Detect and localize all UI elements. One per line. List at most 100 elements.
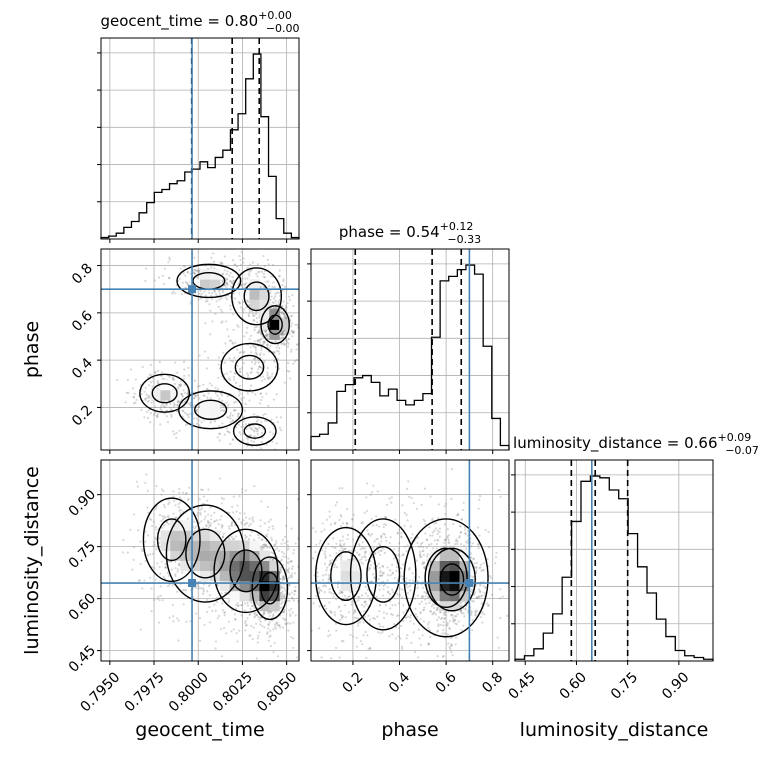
sample-point [185,281,188,285]
sample-point [287,338,290,341]
sample-point [243,409,246,412]
sample-point [158,513,161,517]
sample-point [373,540,376,543]
sample-point [216,436,219,439]
sample-point [227,537,230,540]
sample-point [280,606,283,609]
sample-point [213,603,216,606]
sample-point [179,384,182,387]
sample-point [304,609,306,611]
density-cell [259,590,270,602]
sample-point [224,320,228,323]
sample-point [318,591,321,594]
sample-point [264,544,267,547]
sample-point [206,590,209,593]
sample-point [144,397,147,401]
sample-point [338,518,341,522]
sample-point [358,543,361,546]
sample-point [222,532,226,535]
sample-point [374,552,377,555]
sample-point [473,562,476,565]
sample-point [248,613,251,616]
sample-point [237,604,240,607]
sample-point [260,348,263,352]
sample-point [454,543,457,546]
sample-point [281,332,284,335]
sample-point [342,548,345,551]
density-contour [178,390,244,430]
sample-point [189,412,192,415]
sample-point [254,393,257,396]
sample-point [189,404,192,407]
sample-point [252,314,255,318]
sample-point [169,406,172,409]
sample-point [341,591,344,595]
sample-point [323,604,326,608]
sample-point [351,538,355,541]
sample-point [416,594,419,597]
sample-point [237,423,240,426]
sample-point [383,523,386,526]
sample-point [348,595,351,598]
sample-point [194,395,197,398]
sample-point [438,675,440,677]
sample-point [431,613,434,616]
sample-point [401,575,404,578]
sample-point [237,325,240,328]
sample-point [174,574,177,578]
sample-point [236,265,239,268]
sample-point [406,585,410,589]
sample-point [294,542,297,545]
sample-point [259,392,263,395]
sample-point [285,623,288,626]
sample-point [281,579,284,582]
sample-point [225,286,228,289]
sample-point [389,536,392,539]
density-cell [209,530,221,541]
sample-point [246,266,249,270]
sample-point [154,370,157,374]
sample-point [459,610,463,613]
sample-point [482,562,485,565]
sample-point [221,394,224,397]
sample-point [365,496,368,499]
sample-point [394,518,397,521]
density-cell [219,560,231,572]
sample-point [254,614,257,618]
sample-point [475,609,478,612]
sample-point [277,300,280,303]
sample-point [329,523,333,526]
sample-point [367,614,370,617]
sample-point [153,371,157,374]
sample-point [146,400,149,403]
sample-point [149,381,152,384]
sample-point [222,351,225,354]
sample-point [391,604,394,607]
sample-point [288,332,291,335]
sample-point [243,283,247,286]
sample-point [238,301,242,305]
density-cell [200,550,211,561]
sample-point [475,565,478,569]
sample-point [259,616,262,619]
sample-point [422,609,425,612]
sample-point [170,568,174,571]
sample-point [147,511,150,514]
sample-point [208,382,212,385]
sample-point [463,532,466,535]
sample-point [193,379,197,382]
sample-point [229,308,232,311]
sample-point [368,567,371,570]
sample-point [405,487,409,490]
sample-point [265,280,268,283]
sample-point [276,655,280,658]
sample-point [348,549,351,552]
sample-point [145,393,148,396]
sample-point [168,258,171,261]
sample-point [218,292,221,295]
sample-point [448,627,452,630]
sample-point [322,584,325,588]
sample-point [429,610,432,613]
sample-point [263,341,266,344]
sample-point [260,346,263,349]
